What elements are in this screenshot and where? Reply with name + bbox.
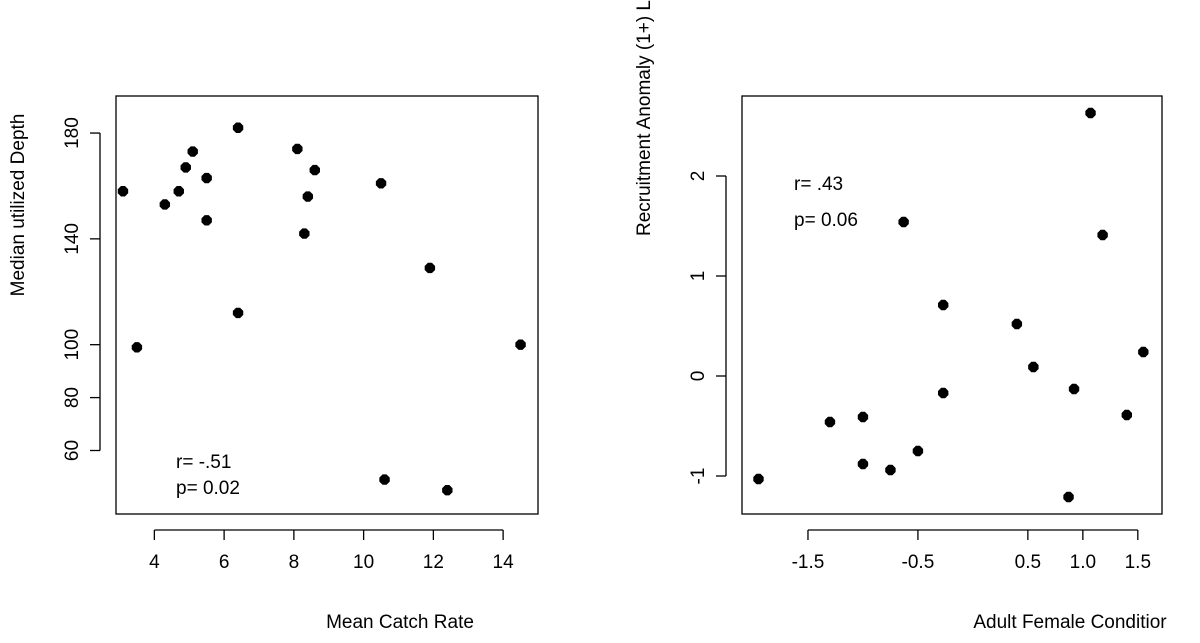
data-point <box>375 178 387 189</box>
data-point <box>201 215 212 226</box>
data-point <box>292 143 303 155</box>
annotation-r-1: r= -.51 <box>176 452 231 473</box>
data-point <box>173 186 184 197</box>
x-tick-label: 1.0 <box>1070 552 1096 573</box>
x-tick-label: 8 <box>289 552 300 573</box>
data-point <box>857 411 869 423</box>
data-point <box>309 164 320 176</box>
x-tick-label: 6 <box>219 552 230 573</box>
points-2 <box>753 107 1149 503</box>
data-point <box>885 464 896 476</box>
x-tick-label: -0.5 <box>902 552 935 573</box>
data-point <box>442 484 453 496</box>
data-point <box>1068 383 1080 395</box>
data-point <box>938 387 949 399</box>
data-point <box>1011 318 1023 330</box>
points-1 <box>117 122 526 496</box>
data-point <box>131 342 143 353</box>
y-tick-label: 0 <box>688 371 709 382</box>
data-point <box>232 122 244 133</box>
x-tick-label: 0.5 <box>1015 552 1041 573</box>
y-axis-label-2: Recruitment Anomaly (1+) L <box>634 0 655 236</box>
y-axis-1: 60 80 100 140 180 <box>62 117 101 461</box>
y-axis-2: -1 0 1 2 <box>688 171 727 485</box>
y-tick-label: 80 <box>62 387 83 408</box>
y-tick-label: 100 <box>62 329 83 361</box>
x-tick-label: 12 <box>423 552 444 573</box>
data-point <box>379 474 390 485</box>
data-point <box>857 458 869 470</box>
data-point <box>515 339 526 350</box>
panel-condition-vs-recruitment: -1.5 -0.5 0.5 1.0 1.5 -1 0 1 2 r= .43 p= 0.06 A… <box>634 0 1167 633</box>
x-tick-label: 14 <box>493 552 515 573</box>
data-point <box>232 307 244 319</box>
y-tick-label: 2 <box>688 171 709 182</box>
data-point <box>1028 361 1039 373</box>
x-tick-label: -1.5 <box>792 552 825 573</box>
y-tick-label: 60 <box>62 440 83 461</box>
data-point <box>824 416 836 428</box>
data-point <box>898 216 909 228</box>
annotation-r-2: r= .43 <box>794 174 843 195</box>
y-axis-label-1: Median utilized Depth <box>8 114 29 297</box>
x-tick-label: 10 <box>353 552 374 573</box>
data-point <box>180 162 191 173</box>
data-point <box>938 299 949 311</box>
annotation-p-2: p= 0.06 <box>794 210 858 231</box>
y-tick-label: 180 <box>62 117 83 149</box>
data-point <box>912 445 924 457</box>
data-point <box>201 172 212 184</box>
y-tick-label: 140 <box>62 223 83 255</box>
plot-frame-1 <box>115 95 539 515</box>
data-point <box>753 473 764 485</box>
x-axis-1: 4 6 8 10 12 14 <box>149 529 515 573</box>
data-point <box>1097 229 1108 241</box>
data-point <box>302 191 314 202</box>
data-point <box>187 146 198 157</box>
data-point <box>1085 107 1096 119</box>
x-axis-2: -1.5 -0.5 0.5 1.0 1.5 <box>792 529 1151 573</box>
data-point <box>159 199 171 210</box>
x-axis-label-1: Mean Catch Rate <box>326 612 474 633</box>
data-point <box>299 228 310 239</box>
data-point <box>1063 491 1074 503</box>
plot-frame-2 <box>741 95 1163 515</box>
y-tick-label: -1 <box>688 468 709 485</box>
data-point <box>1121 409 1133 421</box>
data-point <box>424 262 436 274</box>
annotation-p-1: p= 0.02 <box>176 478 240 499</box>
data-point <box>117 186 129 197</box>
y-tick-label: 1 <box>688 271 709 282</box>
x-axis-label-2: Adult Female Conditior <box>973 612 1167 633</box>
data-point <box>1138 346 1149 358</box>
x-tick-label: 4 <box>149 552 160 573</box>
x-tick-label: 1.5 <box>1125 552 1151 573</box>
